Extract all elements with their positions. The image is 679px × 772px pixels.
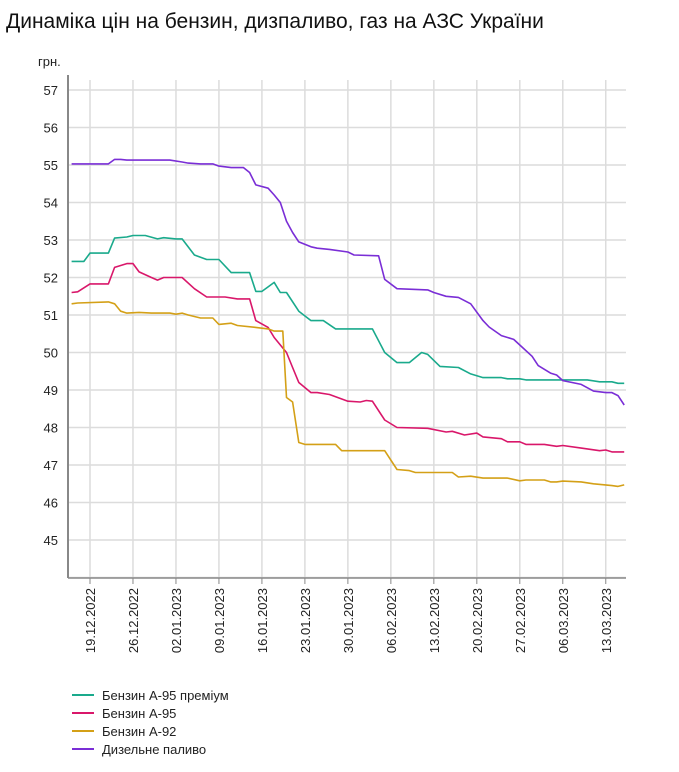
x-tick-label: 13.02.2023 [427, 588, 442, 653]
y-tick-label: 55 [44, 158, 58, 173]
x-tick-label: 13.03.2023 [599, 588, 614, 653]
legend-label: Бензин А-95 преміум [102, 687, 229, 703]
legend-item[interactable]: Дизельне паливо [72, 740, 229, 758]
x-tick-label: 16.01.2023 [255, 588, 270, 653]
series-line-2 [71, 301, 625, 488]
series-line-0 [71, 234, 625, 385]
x-tick-label: 20.02.2023 [470, 588, 485, 653]
legend-swatch [72, 748, 94, 750]
legend-item[interactable]: Бензин А-95 [72, 704, 229, 722]
x-tick-label: 27.02.2023 [513, 588, 528, 653]
legend-item[interactable]: Бензин А-95 преміум [72, 686, 229, 704]
y-tick-label: 45 [44, 533, 58, 548]
y-tick-label: 48 [44, 421, 58, 436]
y-tick-label: 56 [44, 121, 58, 136]
chart-title: Динаміка цін на бензин, дизпаливо, газ н… [6, 10, 544, 33]
x-tick-label: 26.12.2022 [126, 588, 141, 653]
legend-label: Бензин А-92 [102, 723, 177, 739]
x-tick-label: 19.12.2022 [83, 588, 98, 653]
y-tick-label: 52 [44, 271, 58, 286]
legend-swatch [72, 694, 94, 696]
y-tick-label: 50 [44, 346, 58, 361]
legend-label: Бензин А-95 [102, 705, 177, 721]
x-tick-label: 02.01.2023 [169, 588, 184, 653]
y-tick-label: 46 [44, 496, 58, 511]
series-line-1 [71, 262, 625, 453]
legend-label: Дизельне паливо [102, 741, 207, 757]
y-axis-label: грн. [38, 54, 61, 69]
x-tick-label: 06.02.2023 [384, 588, 399, 653]
legend: Бензин А-95 преміум Бензин А-95 Бензин А-9… [72, 686, 229, 758]
series-line-3 [71, 158, 625, 406]
x-tick-label: 23.01.2023 [298, 588, 313, 653]
legend-swatch [72, 712, 94, 714]
x-tick-label: 06.03.2023 [556, 588, 571, 653]
y-tick-label: 53 [44, 233, 58, 248]
y-tick-label: 49 [44, 383, 58, 398]
y-tick-label: 51 [44, 308, 58, 323]
y-tick-label: 57 [44, 83, 58, 98]
y-tick-label: 47 [44, 458, 58, 473]
y-tick-label: 54 [44, 196, 58, 211]
x-tick-label: 09.01.2023 [212, 588, 227, 653]
x-tick-label: 30.01.2023 [341, 588, 356, 653]
legend-swatch [72, 730, 94, 732]
legend-item[interactable]: Бензин А-92 [72, 722, 229, 740]
